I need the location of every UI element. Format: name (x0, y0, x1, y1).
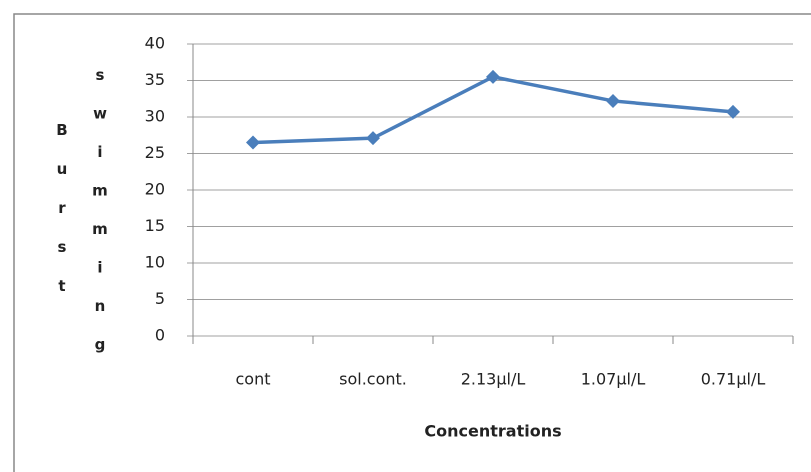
line (252, 75, 734, 145)
y-tick-label: 15 (145, 216, 165, 235)
y-tick-label: 10 (145, 253, 165, 272)
y-tick-label: 20 (145, 180, 165, 199)
y-tick-label: 35 (145, 70, 165, 89)
marker (246, 135, 260, 150)
y-tick-label: 25 (145, 143, 165, 162)
y-tick-label: 30 (145, 107, 165, 126)
chart-frame (13, 13, 811, 472)
x-tick-label: sol.cont. (339, 370, 407, 389)
marker (726, 104, 740, 119)
x-tick-label: 0.71µl/L (701, 370, 766, 389)
x-tick-label: 1.07µl/L (581, 370, 646, 389)
y-tick-label: 5 (155, 289, 165, 308)
marker (606, 93, 620, 108)
x-axis-label: Concentrations (424, 422, 561, 441)
y-tick-label: 40 (145, 34, 165, 53)
marker (366, 131, 380, 146)
x-tick-label: cont (236, 370, 271, 389)
marker (486, 69, 500, 84)
y-tick-label: 0 (155, 326, 165, 345)
x-tick-label: 2.13µl/L (461, 370, 526, 389)
